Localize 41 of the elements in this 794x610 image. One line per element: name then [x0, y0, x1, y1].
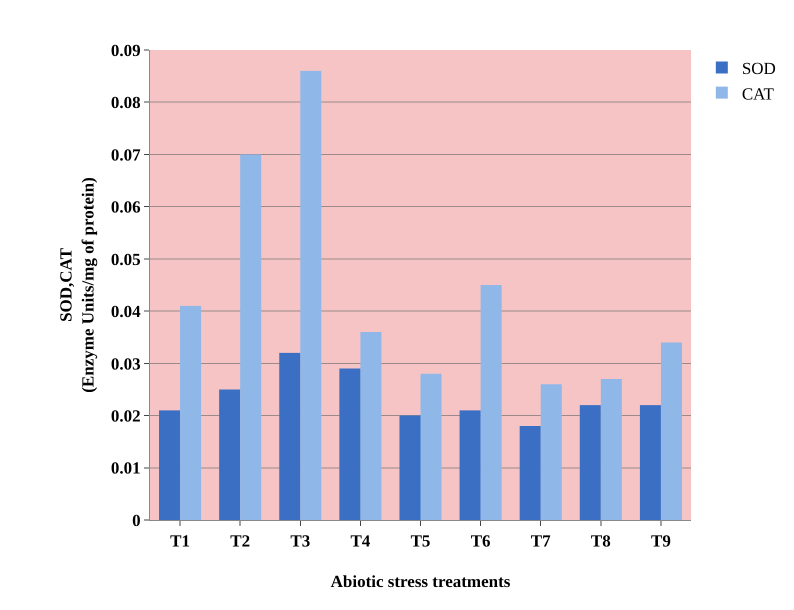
x-axis-title: Abiotic stress treatments	[330, 572, 511, 591]
y-tick-label: 0.05	[110, 250, 141, 269]
y-tick-label: 0.08	[110, 93, 141, 112]
bar	[300, 70, 322, 520]
x-tick-label: T3	[290, 531, 310, 550]
y-tick-label: 0.02	[110, 406, 141, 426]
bar	[480, 285, 502, 520]
bar	[159, 410, 180, 520]
y-axis-title: SOD,CAT (Enzyme Units/mg of protein)	[56, 177, 98, 393]
x-tick-label: T9	[651, 531, 671, 550]
bar	[399, 416, 420, 520]
y-tick-label: 0.06	[110, 198, 141, 217]
bar	[540, 384, 562, 520]
bar	[240, 154, 262, 520]
y-tick-label: 0.07	[110, 145, 142, 164]
bar	[360, 332, 382, 520]
x-tick-label: T2	[230, 531, 250, 550]
y-tick-label: 0.04	[110, 302, 142, 322]
bar	[460, 410, 481, 520]
legend-label: CAT	[742, 84, 775, 104]
legend-label: SOD	[742, 59, 776, 78]
bar	[660, 342, 682, 520]
x-tick-label: T1	[170, 531, 190, 550]
y-tick-label: 0.01	[110, 458, 141, 478]
y-tick-label: 0.03	[110, 354, 141, 374]
x-tick-label: T7	[530, 531, 552, 550]
bar	[580, 405, 601, 520]
x-tick-label: T6	[470, 531, 491, 550]
bar	[420, 374, 442, 520]
bar	[180, 306, 202, 520]
x-tick-label: T8	[590, 531, 611, 550]
bar	[279, 352, 300, 520]
x-tick-label: T5	[410, 531, 430, 550]
bar	[520, 426, 541, 520]
bar	[219, 389, 240, 520]
x-tick-label: T4	[350, 531, 371, 550]
bar	[640, 405, 661, 520]
y-tick-label: 0	[132, 510, 141, 530]
bar	[600, 379, 622, 520]
bar	[339, 368, 360, 520]
y-tick-label: 0.09	[110, 40, 141, 60]
